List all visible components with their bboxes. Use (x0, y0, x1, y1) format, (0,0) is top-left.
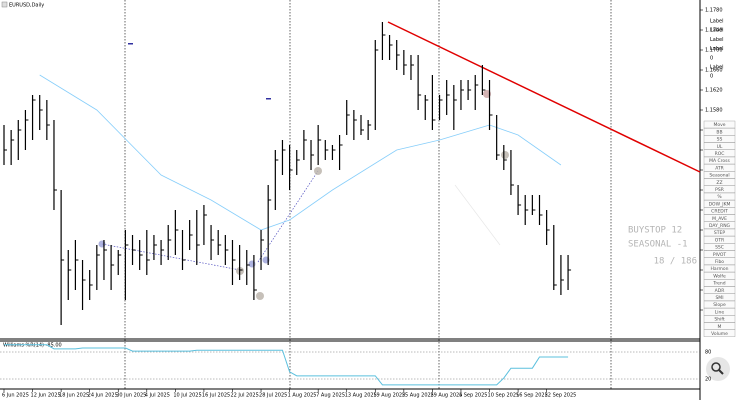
y-tick-label: 1.1780 (705, 8, 723, 14)
toolbar-button[interactable]: Trend (712, 281, 725, 287)
point (501, 151, 509, 159)
object-label: Label (710, 65, 724, 71)
y-tick-label: 1.1580 (705, 108, 723, 114)
marker (266, 98, 271, 100)
point (314, 167, 322, 175)
x-tick-label: 22 Jul 2025 (230, 393, 258, 399)
toolbar-button-bg[interactable] (703, 171, 736, 179)
toolbar-button[interactable]: Line (715, 309, 725, 315)
toolbar-button[interactable]: SS (717, 137, 723, 143)
toolbar-button-bg[interactable] (703, 257, 736, 265)
toolbar-button[interactable]: Wolfe (713, 273, 726, 279)
x-tick-label: 16 Sep 2025 (516, 393, 548, 399)
x-tick-label: 10 Jul 2025 (173, 393, 201, 399)
object-label: Label (710, 19, 724, 25)
toolbar-button[interactable]: Harmon (711, 266, 729, 272)
x-tick-label: 4 Sep 2025 (459, 393, 488, 399)
toolbar-button[interactable]: BB (716, 129, 722, 135)
toolbar-button[interactable]: M_AVE (712, 216, 727, 222)
signal-text: SEASONAL -1 (628, 240, 688, 250)
toolbar-button[interactable]: Slope (713, 302, 726, 308)
moving-average (39, 74, 562, 231)
toolbar-button[interactable]: Shift (714, 317, 724, 323)
toolbar-button[interactable]: OTR (715, 237, 724, 243)
toolbar-button[interactable]: Volume (711, 331, 728, 337)
x-tick-label: 30 Jun 2025 (116, 393, 146, 399)
y-tick-label: 1.1740 (705, 28, 723, 34)
toolbar-button[interactable]: ZZ (716, 180, 722, 186)
x-tick-label: 22 Sep 2025 (545, 393, 577, 399)
period-separators (124, 0, 612, 389)
toolbar-button[interactable]: UL (717, 144, 723, 150)
toolbar-button[interactable]: DAY_RNG (709, 223, 731, 229)
signal-text: BUYSTOP 12 (628, 226, 682, 236)
toolbar-button[interactable]: STEP (714, 230, 725, 236)
faint-line (454, 184, 501, 246)
toolbar-button[interactable]: Move (713, 122, 725, 128)
toolbar-button[interactable]: ATR (715, 165, 724, 171)
zoom-button[interactable] (706, 357, 730, 381)
toolbar-button[interactable]: DOW_JKM (709, 201, 731, 207)
zoom-lens (711, 362, 721, 372)
toolbar-button[interactable]: MA Cross (709, 158, 730, 164)
x-tick-label: 18 Jun 2025 (59, 393, 89, 399)
signal-counter: 18 / 186 (654, 257, 697, 267)
point (256, 292, 264, 300)
x-tick-label: 10 Sep 2025 (488, 393, 520, 399)
x-tick-label: 13 Aug 2025 (345, 393, 377, 399)
x-tick-label: 1 Aug 2025 (288, 393, 317, 399)
x-tick-label: 25 Aug 2025 (402, 393, 434, 399)
indicator-tick-label: 20 (705, 377, 711, 383)
toolbar-button[interactable]: CREDIT (711, 209, 728, 215)
zoom-handle (718, 369, 724, 375)
toolbar-button[interactable]: ADR (715, 288, 725, 294)
toolbar-button[interactable]: PIVOT (713, 252, 727, 258)
toolbar-button[interactable]: ROC (715, 151, 725, 157)
marker (128, 43, 133, 45)
toolbar-button-bg[interactable] (703, 243, 736, 251)
x-tick-label: 16 Jul 2025 (202, 393, 230, 399)
y-tick-label: 1.1620 (705, 88, 723, 94)
object-label: Label (710, 28, 724, 34)
x-tick-label: 29 Aug 2025 (430, 393, 462, 399)
toolbar-button[interactable]: Seasonal (709, 173, 729, 179)
object-label: 0 (710, 74, 713, 80)
y-tick-label: 1.1700 (705, 48, 723, 54)
toolbar-button[interactable]: PSR (715, 187, 724, 193)
x-tick-label: 6 Jun 2025 (2, 393, 29, 399)
object-label: Label (710, 37, 724, 43)
toolbar-button-bg[interactable] (703, 264, 736, 273)
pattern-line (101, 243, 241, 271)
indicator-title: Williams %R(14) -85.00 (3, 343, 62, 349)
toolbar-button-bg[interactable] (703, 315, 736, 323)
toolbar-button-bg[interactable] (703, 293, 736, 301)
indicator-line (4, 344, 569, 386)
trendline (387, 21, 701, 173)
toolbar-button-bg[interactable] (703, 329, 736, 337)
zoom-bg (706, 357, 730, 381)
toolbar-button-bg[interactable] (703, 207, 736, 215)
x-tick-label: 7 Aug 2025 (316, 393, 345, 399)
toolbar-button[interactable]: SMI (715, 295, 723, 301)
toolbar-button[interactable]: M (718, 324, 722, 330)
x-tick-label: 19 Aug 2025 (373, 393, 405, 399)
toolbar-button[interactable]: % (717, 194, 722, 200)
x-tick-label: 4 Jul 2025 (145, 393, 170, 399)
x-tick-label: 12 Jun 2025 (31, 393, 61, 399)
x-tick-label: 24 Jun 2025 (88, 393, 118, 399)
toolbar-button[interactable]: Fibo (715, 259, 724, 265)
object-label: 0 (710, 55, 713, 61)
chart-title: EURUSD,Daily (9, 3, 44, 9)
toolbar-button[interactable]: SSC (715, 245, 724, 251)
x-tick-label: 28 Jul 2025 (259, 393, 287, 399)
toolbar-button-bg[interactable] (703, 279, 736, 287)
toolbar-button-bg[interactable] (703, 135, 736, 143)
toolbar-button-bg[interactable] (703, 300, 736, 309)
y-tick-label: 1.1660 (705, 68, 723, 74)
symbol-icon (1, 1, 8, 8)
indicator-tick-label: 80 (705, 350, 711, 356)
object-label: Label (710, 46, 724, 52)
